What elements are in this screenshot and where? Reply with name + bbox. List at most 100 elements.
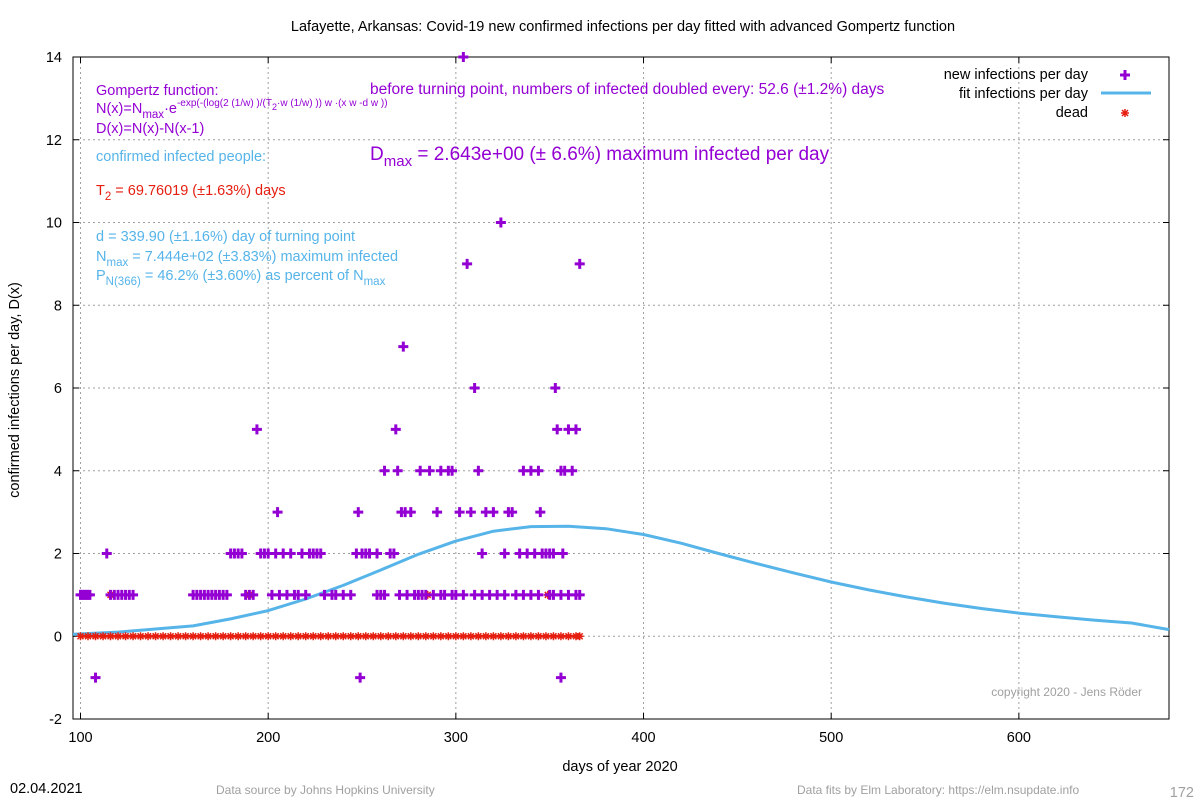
infection-point <box>533 589 544 600</box>
p-sub2: max <box>364 276 386 288</box>
infection-point <box>398 341 409 352</box>
infection-point <box>550 383 561 393</box>
infection-point <box>567 465 578 476</box>
infection-point <box>372 548 383 559</box>
copyright: copyright 2020 - Jens Röder <box>991 685 1142 699</box>
page-number: 172 <box>1170 785 1194 800</box>
infection-point <box>415 465 426 476</box>
infection-point <box>353 507 364 518</box>
infection-point <box>379 589 390 600</box>
formula-e: ·e <box>164 101 177 117</box>
y-tick-label: 2 <box>54 547 62 563</box>
infection-point <box>557 548 568 559</box>
x-tick-label: 400 <box>631 730 655 746</box>
p-rest: = 46.2% (±3.60%) as percent of N <box>141 268 364 284</box>
dmax-main: D <box>370 144 384 165</box>
footer-date: 02.04.2021 <box>10 781 83 797</box>
infection-point <box>345 589 356 600</box>
infection-point <box>477 548 488 559</box>
y-tick-label: 10 <box>46 216 62 232</box>
infection-point <box>574 258 585 269</box>
legend-marker-dead <box>1121 109 1129 117</box>
infection-point <box>388 548 399 559</box>
nmax-rest: = 7.444e+02 (±3.83%) maximum infected <box>128 249 398 265</box>
infection-point <box>379 465 390 476</box>
infection-point <box>90 672 101 683</box>
t2-text: T2 = 69.76019 (±1.63%) days <box>96 183 286 203</box>
nmax-main: N <box>96 249 106 265</box>
infection-point <box>535 507 546 518</box>
footer-source-left: Data source by Johns Hopkins University <box>216 783 435 797</box>
formula-exp: -exp(-(log(2 (1/w) )/(T <box>177 98 272 109</box>
x-tick-label: 600 <box>1007 730 1031 746</box>
grid <box>73 56 1169 720</box>
gompertz-formula: N(x)=Nmax·e-exp(-(log(2 (1/w) )/(T2·w (1… <box>96 98 388 121</box>
infection-point <box>454 507 465 518</box>
infection-point <box>424 465 435 476</box>
fit-line <box>72 524 1170 636</box>
legend-label-infections: new infections per day <box>944 67 1089 83</box>
y-tick-label: 8 <box>54 298 62 314</box>
infection-point <box>574 589 585 600</box>
legend-label-fit: fit infections per day <box>959 86 1089 102</box>
p-main: P <box>96 268 106 284</box>
infection-point <box>473 465 484 476</box>
y-tick-label: 0 <box>54 629 62 645</box>
infection-point <box>458 52 469 62</box>
x-tick-label: 500 <box>819 730 843 746</box>
turning-point-text: d = 339.90 (±1.16%) day of turning point <box>96 229 355 245</box>
t2-rest: = 69.76019 (±1.63%) days <box>111 183 285 199</box>
formula-n-sub: max <box>142 109 164 121</box>
infection-point <box>248 589 259 600</box>
infection-point <box>548 548 559 559</box>
axis-ticks: 100 200 300 400 500 600 -2 0 2 4 6 8 10 12 14 <box>46 50 1169 746</box>
formula-exp-sub: 2 <box>272 102 277 112</box>
infection-point <box>355 672 366 683</box>
infection-point <box>465 507 476 518</box>
legend-label-dead: dead <box>1056 105 1088 121</box>
t2-sub: 2 <box>105 191 111 203</box>
footer-source-right: Data fits by Elm Laboratory: https://elm… <box>797 783 1079 797</box>
infection-point <box>499 589 510 600</box>
x-tick-label: 200 <box>256 730 280 746</box>
nmax-text: Nmax = 7.444e+02 (±3.83%) maximum infect… <box>96 249 398 269</box>
y-tick-label: 12 <box>46 133 62 149</box>
y-tick-label: -2 <box>49 712 62 728</box>
gompertz-title: Gompertz function: <box>96 83 219 99</box>
x-axis-label: days of year 2020 <box>562 759 677 775</box>
infection-point <box>499 548 510 559</box>
nmax-sub: max <box>106 257 128 269</box>
y-axis-label: confirmed infections per day, D(x) <box>7 282 23 498</box>
confirmed-label: confirmed infected people: <box>96 149 266 165</box>
infection-point <box>390 424 401 435</box>
infection-point <box>300 589 311 600</box>
x-tick-label: 100 <box>68 730 92 746</box>
y-tick-label: 4 <box>54 464 62 480</box>
infection-point <box>285 548 296 559</box>
dmax-sub: max <box>384 153 413 170</box>
infection-point <box>101 548 112 559</box>
footer: 02.04.2021 Data source by Johns Hopkins … <box>10 781 1194 800</box>
dmax-text: Dmax = 2.643e+00 (± 6.6%) maximum infect… <box>370 144 830 170</box>
infection-point <box>570 424 581 435</box>
chart-title: Lafayette, Arkansas: Covid-19 new confir… <box>291 19 955 35</box>
y-tick-label: 6 <box>54 381 62 397</box>
legend: new infections per day fit infections pe… <box>944 67 1151 121</box>
infection-point <box>128 589 139 600</box>
infection-point <box>432 507 443 518</box>
percent-text: PN(366) = 46.2% (±3.60%) as percent of N… <box>96 268 386 288</box>
infection-point <box>495 217 506 228</box>
data-layer <box>72 52 1170 683</box>
infection-point <box>315 548 326 559</box>
infection-point <box>552 424 563 435</box>
dmax-rest: = 2.643e+00 (± 6.6%) maximum infected pe… <box>412 144 830 165</box>
formula-exp-rest: ·w (1/w) )) w ·(x w -d w )) <box>277 98 388 109</box>
x-tick-label: 300 <box>444 730 468 746</box>
infection-point <box>469 383 480 393</box>
infection-point <box>488 507 499 518</box>
infection-point <box>236 548 247 559</box>
infection-point <box>272 507 283 518</box>
infection-point <box>555 672 566 683</box>
doubling-text: before turning point, numbers of infecte… <box>370 81 885 98</box>
